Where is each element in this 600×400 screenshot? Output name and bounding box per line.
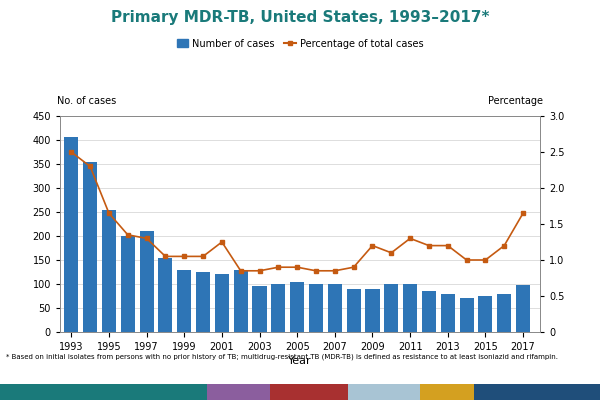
- Bar: [253, 286, 266, 332]
- Bar: [384, 284, 398, 332]
- Bar: [290, 282, 304, 332]
- Bar: [365, 289, 380, 332]
- Legend: Number of cases, Percentage of total cases: Number of cases, Percentage of total cas…: [176, 39, 424, 49]
- Text: Percentage: Percentage: [488, 96, 543, 106]
- Bar: [158, 258, 172, 332]
- Bar: [215, 274, 229, 332]
- Bar: [478, 296, 493, 332]
- Text: No. of cases: No. of cases: [57, 96, 116, 106]
- Bar: [233, 270, 248, 332]
- Bar: [403, 284, 417, 332]
- Bar: [83, 162, 97, 332]
- Text: Primary MDR-TB, United States, 1993–2017*: Primary MDR-TB, United States, 1993–2017…: [111, 10, 489, 25]
- Bar: [441, 294, 455, 332]
- Bar: [196, 272, 210, 332]
- Bar: [121, 236, 135, 332]
- Bar: [102, 210, 116, 332]
- Bar: [309, 284, 323, 332]
- Text: * Based on initial isolates from persons with no prior history of TB; multidrug-: * Based on initial isolates from persons…: [6, 354, 558, 360]
- Bar: [140, 231, 154, 332]
- Bar: [271, 284, 286, 332]
- Bar: [460, 298, 473, 332]
- X-axis label: Year: Year: [288, 356, 312, 366]
- Bar: [497, 294, 511, 332]
- Bar: [328, 284, 342, 332]
- Bar: [64, 137, 79, 332]
- Bar: [516, 285, 530, 332]
- Bar: [422, 291, 436, 332]
- Bar: [177, 270, 191, 332]
- Bar: [347, 289, 361, 332]
